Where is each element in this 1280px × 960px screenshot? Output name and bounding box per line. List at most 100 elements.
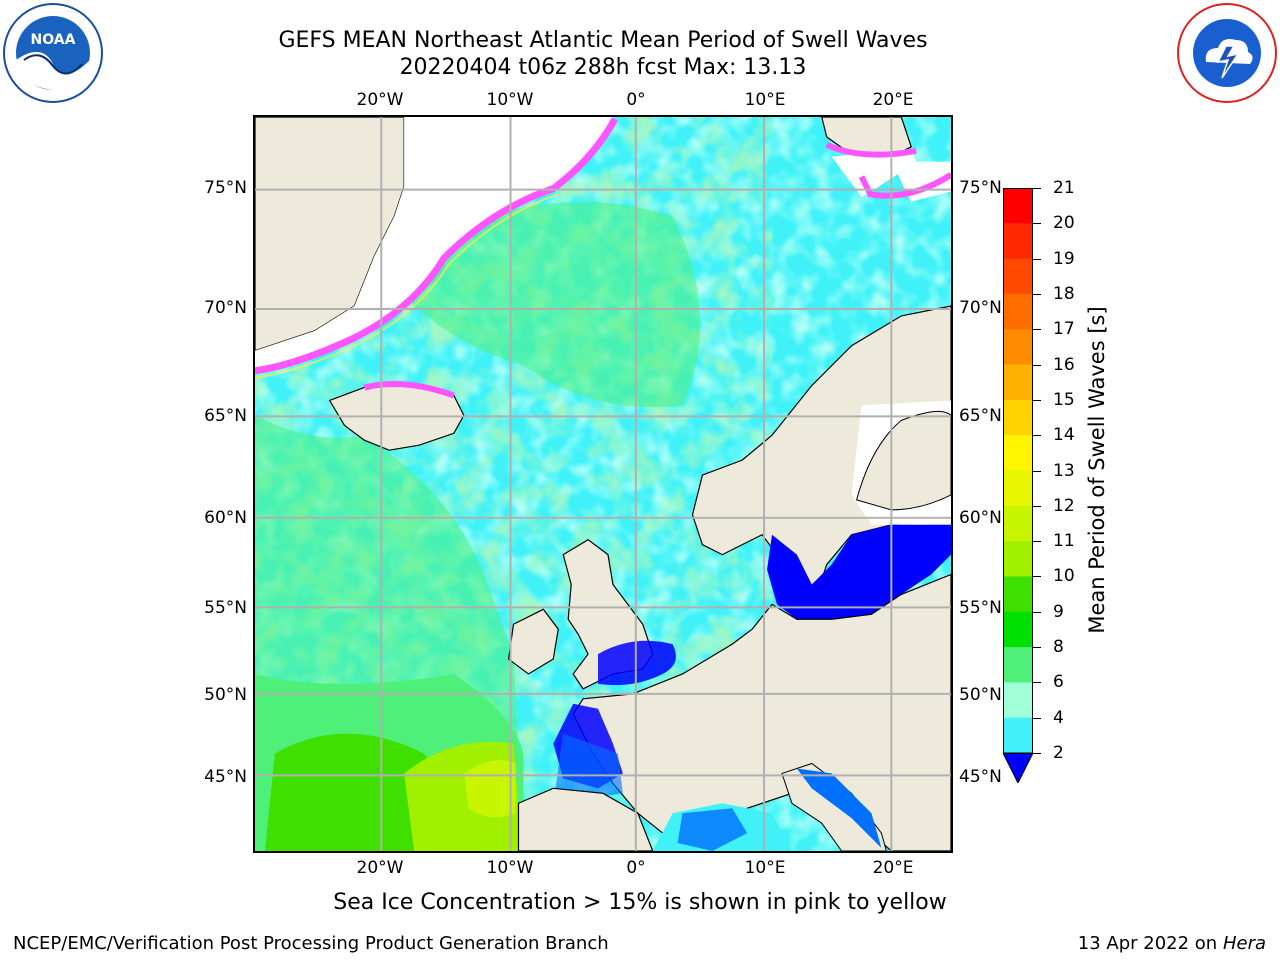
lat-label-left-55n: 55°N bbox=[204, 598, 247, 618]
colorbar-tick bbox=[1033, 188, 1041, 189]
colorbar-segment bbox=[1003, 329, 1033, 366]
lon-label-bottom-0: 0° bbox=[626, 858, 646, 878]
colorbar-tick bbox=[1033, 682, 1041, 684]
lat-label-left-50n: 50°N bbox=[204, 685, 247, 705]
lat-label-right-70n: 70°N bbox=[959, 298, 1002, 318]
map-gridlines bbox=[255, 117, 951, 851]
colorbar-tick-label: 19 bbox=[1053, 248, 1075, 269]
colorbar-tick bbox=[1033, 293, 1041, 295]
colorbar-tick-label: 11 bbox=[1053, 531, 1075, 552]
colorbar-segment bbox=[1003, 470, 1033, 507]
colorbar-tick bbox=[1033, 505, 1041, 507]
lon-label-bottom-10e: 10°E bbox=[744, 858, 786, 878]
colorbar-tick bbox=[1033, 541, 1041, 543]
lat-label-right-65n: 65°N bbox=[959, 406, 1002, 426]
colorbar-segment bbox=[1003, 611, 1033, 648]
lat-label-right-45n: 45°N bbox=[959, 767, 1002, 787]
colorbar-tick bbox=[1033, 223, 1041, 225]
colorbar-segment bbox=[1003, 576, 1033, 613]
iberia-land bbox=[517, 787, 654, 851]
no-data-barents bbox=[891, 161, 951, 202]
nws-logo-icon bbox=[1177, 3, 1277, 103]
colorbar-segment bbox=[1003, 505, 1033, 542]
colorbar-title: Mean Period of Swell Waves [s] bbox=[1085, 306, 1109, 634]
colorbar-tick-label: 10 bbox=[1053, 566, 1075, 587]
baltic-sea-swell bbox=[767, 524, 951, 620]
colorbar-segment bbox=[1003, 435, 1033, 471]
colorbar-tick bbox=[1033, 329, 1041, 331]
map-panel bbox=[253, 115, 953, 853]
lat-label-left-45n: 45°N bbox=[204, 767, 247, 787]
chart-title: GEFS MEAN Northeast Atlantic Mean Period… bbox=[278, 28, 928, 53]
lon-label-top-20e: 20°E bbox=[872, 90, 914, 110]
colorbar-tick bbox=[1033, 258, 1041, 260]
colorbar-tick-label: 2 bbox=[1053, 743, 1064, 763]
chart-subtitle: 20220404 t06z 288h fcst Max: 13.13 bbox=[399, 55, 807, 80]
colorbar-tick bbox=[1033, 753, 1041, 754]
lon-label-top-10e: 10°E bbox=[744, 90, 786, 110]
colorbar-tick-label: 14 bbox=[1053, 425, 1075, 446]
colorbar-tick-label: 21 bbox=[1053, 178, 1075, 198]
north-sea-south-swell bbox=[598, 640, 676, 686]
swell-zone-13s bbox=[463, 760, 516, 818]
colorbar-tick-label: 15 bbox=[1053, 389, 1075, 410]
colorbar-tick-label: 16 bbox=[1053, 354, 1075, 375]
lat-label-left-70n: 70°N bbox=[204, 298, 247, 318]
colorbar-segment bbox=[1003, 223, 1033, 260]
colorbar-tick-label: 8 bbox=[1053, 637, 1064, 658]
colorbar-tick-label: 13 bbox=[1053, 460, 1075, 481]
colorbar-tick-label: 4 bbox=[1053, 707, 1064, 728]
lat-label-right-60n: 60°N bbox=[959, 508, 1002, 528]
finland-land bbox=[855, 410, 951, 511]
lon-label-top-0: 0° bbox=[626, 90, 646, 110]
lon-label-top-20w: 20°W bbox=[356, 90, 404, 110]
lon-label-top-10w: 10°W bbox=[486, 90, 534, 110]
lat-label-right-75n: 75°N bbox=[959, 178, 1002, 198]
colorbar-tick-label: 20 bbox=[1053, 213, 1075, 234]
colorbar-tick-label: 18 bbox=[1053, 283, 1075, 304]
colorbar-segment bbox=[1003, 293, 1033, 330]
colorbar-tick bbox=[1033, 364, 1041, 366]
colorbar-tick-label: 9 bbox=[1053, 601, 1064, 622]
lat-label-left-60n: 60°N bbox=[204, 508, 247, 528]
footer-credit: NCEP/EMC/Verification Post Processing Pr… bbox=[13, 933, 609, 954]
colorbar-segment bbox=[1003, 188, 1033, 224]
colorbar-tick bbox=[1033, 647, 1041, 649]
ireland-land bbox=[507, 608, 559, 675]
colorbar-segment bbox=[1003, 717, 1033, 754]
colorbar-segment bbox=[1003, 647, 1033, 683]
colorbar-tick-label: 12 bbox=[1053, 495, 1075, 516]
lon-label-bottom-10w: 10°W bbox=[486, 858, 534, 878]
sea-ice-edge bbox=[255, 117, 618, 375]
lat-label-left-75n: 75°N bbox=[204, 178, 247, 198]
footer-date-text: 13 Apr 2022 on bbox=[1077, 933, 1223, 954]
adriatic-swell bbox=[796, 768, 882, 849]
colorbar-tick bbox=[1033, 435, 1041, 437]
footer-date: 13 Apr 2022 on Hera bbox=[1078, 933, 1266, 954]
colorbar-tick bbox=[1033, 576, 1041, 578]
lat-label-right-55n: 55°N bbox=[959, 598, 1002, 618]
colorbar-tick-label: 6 bbox=[1053, 672, 1064, 693]
colorbar-segment bbox=[1003, 541, 1033, 577]
colorbar-tick bbox=[1033, 470, 1041, 472]
colorbar-tick bbox=[1033, 399, 1041, 401]
footer-host: Hera bbox=[1222, 933, 1266, 954]
colorbar-extend-arrow bbox=[1003, 752, 1033, 783]
swell-zone-north bbox=[404, 201, 701, 408]
colorbar-segment bbox=[1003, 399, 1033, 436]
no-data-region bbox=[255, 117, 613, 371]
colorbar-tick bbox=[1033, 611, 1041, 613]
lon-label-bottom-20w: 20°W bbox=[356, 858, 404, 878]
lon-label-bottom-20e: 20°E bbox=[872, 858, 914, 878]
colorbar-tick-label: 17 bbox=[1053, 319, 1075, 340]
colorbar bbox=[1003, 188, 1033, 783]
lat-label-right-50n: 50°N bbox=[959, 685, 1002, 705]
colorbar-segment bbox=[1003, 258, 1033, 295]
lat-label-left-65n: 65°N bbox=[204, 406, 247, 426]
colorbar-tick bbox=[1033, 717, 1041, 719]
sea-ice-footnote: Sea Ice Concentration > 15% is shown in … bbox=[333, 890, 947, 915]
colorbar-segment bbox=[1003, 364, 1033, 401]
colorbar-segment bbox=[1003, 682, 1033, 719]
svg-text:NOAA: NOAA bbox=[31, 32, 76, 48]
noaa-logo-icon: NOAA bbox=[3, 3, 103, 103]
